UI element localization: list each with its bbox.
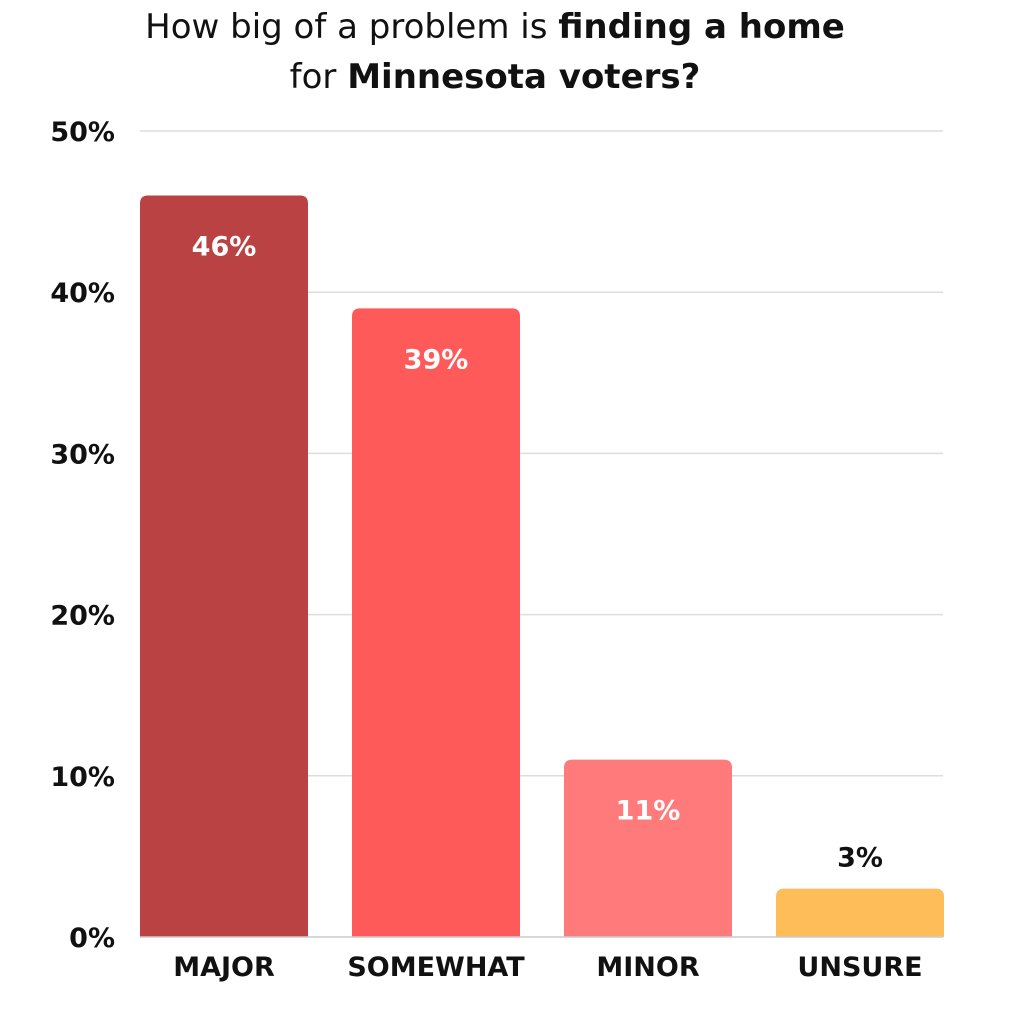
title-line-2-bold: Minnesota voters? [347,57,701,97]
x-category-label-major: MAJOR [173,952,275,983]
data-label-unsure: 3% [837,843,883,874]
y-tick-label: 10% [50,762,115,793]
x-category-label-unsure: UNSURE [797,952,922,983]
bar-major [140,195,308,938]
title-line-2-regular: for [289,57,348,97]
title-line-1-regular: How big of a problem is [145,7,559,47]
x-category-label-somewhat: SOMEWHAT [347,952,525,983]
y-tick-label: 30% [50,439,115,470]
data-label-major: 46% [192,231,257,262]
bars: 46% 39% 11% 3% [140,195,944,938]
y-axis: 0% 10% 20% 30% 40% 50% [50,117,115,954]
data-label-minor: 11% [616,796,681,827]
y-tick-label: 40% [50,278,115,309]
x-category-label-minor: MINOR [596,952,699,983]
data-label-somewhat: 39% [404,344,469,375]
title-line-1-bold: finding a home [558,7,845,47]
bar-unsure [776,888,944,937]
bar-somewhat [352,308,520,937]
y-tick-label: 20% [50,601,115,632]
title-line-2: for Minnesota voters? [0,52,990,102]
y-tick-label: 0% [69,923,115,954]
x-axis: MAJOR SOMEWHAT MINOR UNSURE [140,936,943,983]
bar-minor [564,759,732,937]
chart-title: How big of a problem is finding a home f… [0,2,990,102]
y-tick-label: 50% [50,117,115,148]
title-line-1: How big of a problem is finding a home [0,2,990,52]
